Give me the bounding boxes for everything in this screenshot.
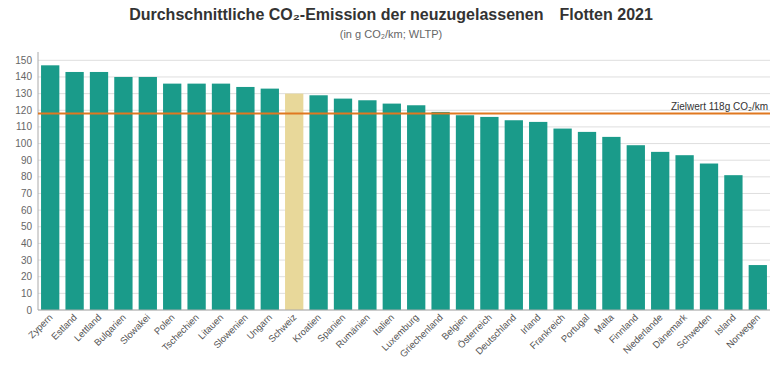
x-axis-line — [38, 310, 770, 311]
bar — [65, 72, 83, 310]
x-tick-label: Schweden — [674, 312, 713, 351]
bar — [187, 84, 205, 310]
bar — [724, 175, 742, 310]
y-tick-label: 90 — [21, 155, 33, 166]
x-tick-label: Norwegen — [724, 312, 762, 350]
y-axis-line — [38, 52, 39, 310]
y-tick-label: 150 — [15, 55, 32, 66]
y-tick-label: 80 — [21, 171, 33, 182]
bar — [700, 164, 718, 310]
x-tick-label: Slowenien — [211, 312, 250, 351]
target-label: Zielwert 118g CO₂/km — [671, 101, 768, 112]
bar — [163, 84, 181, 310]
bar — [236, 87, 254, 310]
bar — [553, 129, 571, 310]
bar — [407, 105, 425, 310]
bar — [309, 95, 327, 310]
bar — [431, 112, 449, 310]
y-tick-label: 50 — [21, 221, 33, 232]
y-tick-label: 30 — [21, 255, 33, 266]
chart: Durchschnittliche CO₂-Emission der neuzu… — [0, 0, 782, 376]
bar — [90, 72, 108, 310]
bar — [334, 99, 352, 310]
x-tick-label: Deutschland — [473, 312, 518, 357]
y-tick-label: 110 — [16, 121, 32, 132]
target-line — [38, 113, 770, 115]
y-tick-label: 10 — [21, 288, 33, 299]
bar — [505, 120, 523, 310]
bar — [383, 104, 401, 310]
x-tick-label: Rumänien — [333, 312, 371, 350]
grid-line — [38, 60, 770, 61]
y-tick-label: 0 — [26, 305, 32, 316]
bar — [529, 122, 547, 310]
grid-line — [38, 310, 770, 311]
bar — [114, 77, 132, 310]
y-tick-label: 120 — [15, 105, 32, 116]
title: Durchschnittliche CO₂-Emission der neuzu… — [129, 6, 653, 23]
bar — [261, 89, 279, 310]
y-tick-label: 100 — [15, 138, 32, 149]
subtitle: (in g CO₂/km; WLTP) — [340, 28, 442, 40]
bar — [602, 137, 620, 310]
x-tick-label: Griechenland — [397, 312, 445, 360]
y-tick-label: 20 — [21, 271, 33, 282]
bars — [38, 65, 770, 310]
x-tick-label: Portugal — [559, 312, 592, 345]
bar — [358, 100, 376, 310]
y-tick-label: 40 — [21, 238, 33, 249]
bar — [651, 152, 669, 310]
bar — [285, 94, 303, 310]
y-tick-label: 130 — [15, 88, 32, 99]
bar — [675, 155, 693, 310]
bar — [627, 145, 645, 310]
bar — [41, 65, 59, 310]
bar — [139, 77, 157, 310]
y-tick-label: 140 — [15, 71, 32, 82]
y-tick-label: 60 — [21, 205, 33, 216]
x-tick-label: Slowakei — [118, 312, 153, 347]
bar — [749, 265, 767, 310]
bar — [480, 117, 498, 310]
bar — [578, 132, 596, 310]
bar — [456, 115, 474, 310]
grid — [38, 60, 770, 310]
x-tick-label: Tschechien — [160, 312, 201, 353]
y-tick-label: 70 — [21, 188, 33, 199]
bar — [212, 84, 230, 310]
x-tick-label: Frankreich — [528, 312, 568, 352]
